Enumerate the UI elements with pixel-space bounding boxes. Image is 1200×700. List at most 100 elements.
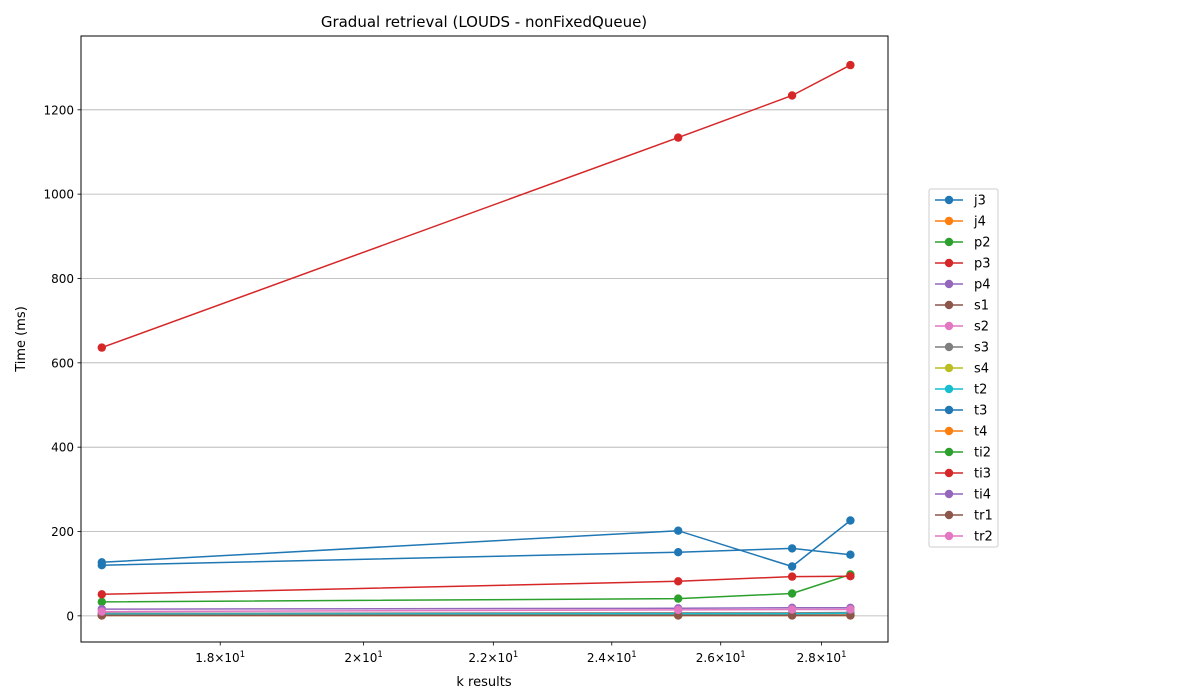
y-tick-label: 600 [51,356,74,370]
data-point-t3 [846,550,855,559]
legend-label: t4 [974,425,987,440]
series-t3 [97,544,855,570]
legend-label: p3 [974,257,991,272]
legend-label: j3 [973,194,986,209]
data-point-tr1 [846,611,855,620]
y-axis-title: Time (ms) [14,306,29,373]
legend-item-j4: j4 [935,215,986,230]
y-tick-label: 200 [51,525,74,539]
legend-item-ti2: ti2 [935,446,991,461]
series-line-ti3 [101,575,851,596]
data-point-t3 [97,561,107,570]
legend-label: tr1 [974,509,993,524]
data-point-ti2 [787,589,797,598]
x-tick-label: 2.4×101 [587,650,637,665]
legend-item-t2: t2 [935,383,987,398]
legend-swatch-marker [944,447,954,457]
data-point-ti3 [674,577,683,586]
y-axis-ticks: 0 200 400 600 800 1000 1200 [43,103,81,623]
series-line-t2 [101,612,851,615]
legend-item-p3: p3 [935,257,991,272]
legend-swatch-marker [944,300,954,310]
data-point-ti2 [674,594,683,603]
data-point-ti3 [97,590,107,599]
legend-swatch-marker [944,237,954,247]
legend: j3 j4 p2 p3 p4 s1 s2 s3 s4 t2 t3 t4 ti2 ti3 ti4 tr1 tr2 [928,188,999,548]
legend-label: s3 [974,341,989,356]
data-point-tr2 [787,605,797,614]
series-line-ti2 [101,573,851,603]
legend-label: p4 [974,278,991,293]
legend-swatch-marker [944,405,954,415]
legend-swatch-marker [944,531,954,541]
legend-label: t2 [974,383,987,398]
y-tick-label: 1000 [43,188,74,202]
series-line-p3 [101,64,851,349]
legend-swatch-marker [944,489,954,499]
legend-swatch-marker [944,321,954,331]
legend-item-s2: s2 [935,320,989,335]
x-tick-label: 2.6×101 [696,650,746,665]
data-point-p3 [97,343,107,352]
data-point-ti2 [97,597,107,607]
legend-item-s4: s4 [935,362,989,377]
y-tick-label: 0 [66,609,74,623]
data-point-tr2 [97,607,107,616]
legend-label: s1 [974,299,989,314]
legend-frame [928,188,999,548]
legend-label: ti4 [974,488,991,503]
x-axis-title: k results [456,675,511,690]
legend-swatch-marker [944,195,954,205]
series-j3 [97,516,855,571]
legend-item-s3: s3 [935,341,989,356]
data-point-ti3 [846,572,855,581]
data-point-p3 [846,60,855,70]
y-tick-label: 1200 [43,103,74,117]
data-point-j3 [787,562,797,571]
series-ti3 [97,572,855,599]
legend-label: ti2 [974,446,991,461]
data-point-tr1 [787,611,797,620]
legend-label: s4 [974,362,989,377]
y-tick-label: 800 [51,272,74,286]
x-tick-label: 1.8×101 [195,650,245,665]
legend-label: s2 [974,320,989,335]
legend-item-j3: j3 [935,194,986,209]
legend-item-ti3: ti3 [935,467,991,482]
legend-label: p2 [974,236,991,251]
legend-swatch-marker [944,363,954,373]
legend-label: ti3 [974,467,991,482]
x-axis-ticks: 1.8×101 2×101 2.2×101 2.4×101 2.6×101 2.8×101 [195,642,847,665]
x-tick-label: 2.8×101 [797,650,847,665]
chart-title: Gradual retrieval (LOUDS - nonFixedQueue… [321,13,647,31]
y-tick-label: 400 [51,441,74,455]
data-point-p3 [674,133,683,142]
legend-item-tr2: tr2 [935,530,993,545]
legend-item-t3: t3 [935,404,987,419]
series-line-t3 [101,547,851,566]
series-tr2 [97,605,855,616]
legend-swatch-marker [944,426,954,436]
data-point-j3 [846,516,855,525]
data-point-tr2 [846,605,855,614]
legend-label: t3 [974,404,987,419]
x-tick-label: 2×101 [344,650,382,665]
data-point-p3 [787,91,797,100]
series-line-tr2 [101,608,851,613]
data-point-t3 [787,544,797,553]
data-point-j3 [674,526,683,535]
legend-swatch-marker [944,510,954,520]
series-line-ti4 [101,607,851,610]
legend-item-p2: p2 [935,236,991,251]
legend-label: tr2 [974,530,993,545]
legend-item-tr1: tr1 [935,509,993,524]
legend-item-p4: p4 [935,278,991,293]
data-point-ti3 [787,572,797,581]
legend-item-t4: t4 [935,425,987,440]
legend-item-ti4: ti4 [935,488,991,503]
data-point-t3 [674,548,683,557]
legend-swatch-marker [944,279,954,289]
legend-swatch-marker [944,384,954,394]
